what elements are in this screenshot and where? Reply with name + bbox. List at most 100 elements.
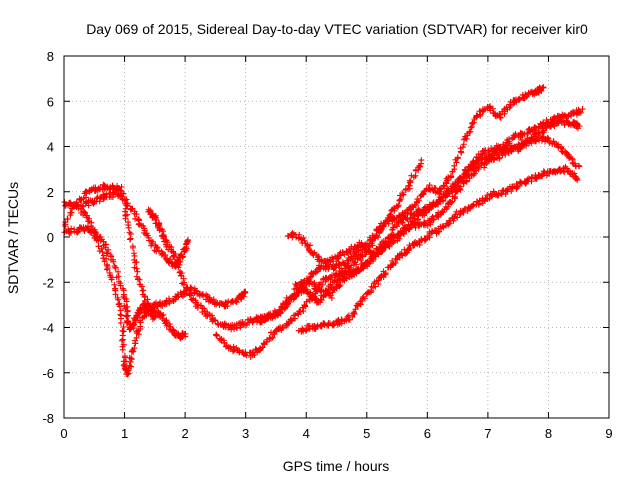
data-point xyxy=(364,240,371,247)
data-point xyxy=(489,105,496,112)
data-point xyxy=(115,268,122,275)
data-point xyxy=(295,327,302,334)
data-point xyxy=(112,264,119,271)
x-tick-label: 8 xyxy=(545,426,552,441)
data-point xyxy=(95,243,102,250)
data-point xyxy=(121,295,128,302)
data-point xyxy=(119,336,126,343)
y-tick-label: 2 xyxy=(47,185,54,200)
data-point xyxy=(347,264,354,271)
data-point xyxy=(502,151,509,158)
data-point xyxy=(111,281,118,288)
data-point xyxy=(398,218,405,225)
y-tick-label: -4 xyxy=(42,321,54,336)
data-point xyxy=(319,281,326,288)
data-point xyxy=(300,328,307,335)
data-point xyxy=(120,328,127,335)
data-point xyxy=(243,352,250,359)
data-point xyxy=(406,226,413,233)
data-point xyxy=(579,106,586,113)
data-point xyxy=(465,171,472,178)
data-point xyxy=(110,258,117,265)
data-point xyxy=(454,154,461,161)
data-point xyxy=(390,224,397,231)
data-point xyxy=(370,236,377,243)
data-point xyxy=(171,253,178,260)
data-point xyxy=(502,143,509,150)
data-point xyxy=(158,312,165,319)
data-point xyxy=(547,123,554,130)
data-point xyxy=(495,192,502,199)
data-point xyxy=(458,149,465,156)
data-point xyxy=(221,339,228,346)
y-tick-label: 0 xyxy=(47,230,54,245)
data-point xyxy=(326,289,333,296)
data-point xyxy=(112,291,119,298)
x-tick-label: 7 xyxy=(484,426,491,441)
data-point xyxy=(285,298,292,305)
data-point xyxy=(117,187,124,194)
data-point xyxy=(463,178,470,185)
data-point xyxy=(270,313,277,320)
data-point xyxy=(183,285,190,292)
data-point xyxy=(154,244,161,251)
data-point xyxy=(352,259,359,266)
data-point xyxy=(126,236,133,243)
data-point xyxy=(422,221,429,228)
data-point xyxy=(462,177,469,184)
x-tick-label: 2 xyxy=(181,426,188,441)
data-point xyxy=(100,252,107,259)
data-point xyxy=(345,312,352,319)
data-point xyxy=(417,163,424,170)
axis-ticks: 0 1 2 3 4 5 6 7 8 9 -8 -6 -4 -2 0 2 4 6 8 xyxy=(42,49,612,441)
data-point xyxy=(376,224,383,231)
data-point xyxy=(73,199,80,206)
data-point xyxy=(167,256,174,263)
data-point xyxy=(203,293,210,300)
data-point xyxy=(538,87,545,94)
data-point xyxy=(206,311,213,318)
series-trace-4 xyxy=(78,189,191,270)
data-point xyxy=(429,228,436,235)
data-point xyxy=(84,223,91,230)
data-point xyxy=(461,136,468,143)
data-point xyxy=(382,270,389,277)
data-point xyxy=(127,235,134,242)
series-trace-3 xyxy=(61,223,159,333)
data-point xyxy=(396,197,403,204)
data-point xyxy=(289,316,296,323)
y-tick-label: -2 xyxy=(42,275,54,290)
x-tick-label: 1 xyxy=(121,426,128,441)
data-point xyxy=(540,84,547,91)
data-point xyxy=(122,215,129,222)
data-point xyxy=(124,200,131,207)
data-point xyxy=(374,251,381,258)
data-point xyxy=(406,177,413,184)
data-point xyxy=(359,296,366,303)
data-point xyxy=(117,311,124,318)
data-point xyxy=(100,255,107,262)
data-point xyxy=(418,157,425,164)
data-point xyxy=(514,183,521,190)
data-point xyxy=(359,252,366,259)
data-point xyxy=(449,198,456,205)
data-point xyxy=(123,196,130,203)
data-point xyxy=(330,258,337,265)
data-point xyxy=(577,109,584,116)
data-point xyxy=(104,250,111,257)
data-point xyxy=(357,257,364,264)
data-point xyxy=(123,313,130,320)
data-point xyxy=(357,300,364,307)
data-point xyxy=(271,307,278,314)
data-point xyxy=(144,306,151,313)
data-point xyxy=(453,159,460,166)
data-point xyxy=(174,256,181,263)
data-point xyxy=(154,303,161,310)
data-point xyxy=(192,287,199,294)
data-point xyxy=(187,290,194,297)
data-point xyxy=(285,233,292,240)
data-point xyxy=(151,314,158,321)
data-point xyxy=(416,241,423,248)
